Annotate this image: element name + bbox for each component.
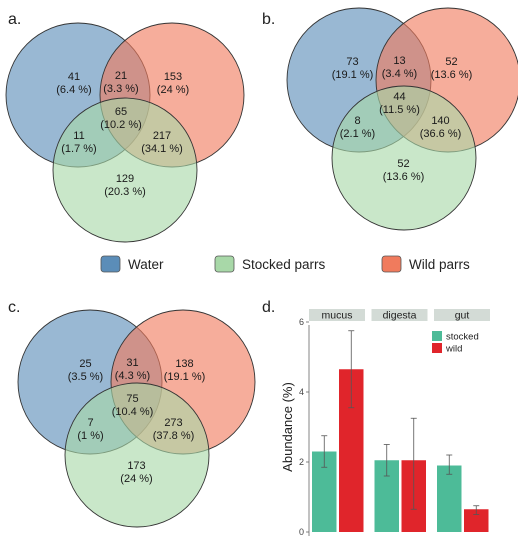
venn-c-percent-wild-only: (19.1 %) <box>164 371 206 383</box>
legend-label-wild: Wild parrs <box>409 257 470 272</box>
venn-b-circle-stocked <box>331 85 477 231</box>
venn-diagram-b: 73(19.1 %)13(3.4 %)52(13.6 %)44(11.5 %)8… <box>286 7 518 231</box>
venn-a-percent-wild-only: (24 %) <box>157 84 189 96</box>
venn-a-percent-stocked-only: (20.3 %) <box>104 186 146 198</box>
venn-c-count-water-wild: 31 <box>126 357 138 369</box>
venn-b-percent-stocked-only: (13.6 %) <box>383 171 425 183</box>
y-tick-label: 6 <box>299 317 304 327</box>
venn-a-percent-stocked-wild: (34.1 %) <box>141 143 183 155</box>
venn-a-count-water-only: 41 <box>68 71 80 83</box>
venn-a-count-water-stocked: 11 <box>73 130 84 142</box>
venn-a-count-all: 65 <box>115 106 127 118</box>
venn-c-count-stocked-wild: 273 <box>164 417 182 429</box>
facet-strip-digesta <box>371 309 428 321</box>
venn-a-count-stocked-wild: 217 <box>153 130 171 142</box>
venn-a-count-wild-only: 153 <box>164 71 182 83</box>
venn-b-percent-water-stocked: (2.1 %) <box>340 128 375 140</box>
facet-label-digesta: digesta <box>383 310 417 322</box>
facet-label-mucus: mucus <box>322 310 353 322</box>
legend-swatch-stocked <box>214 255 235 273</box>
venn-c-count-water-only: 25 <box>79 358 91 370</box>
venn-b-percent-wild-only: (13.6 %) <box>431 69 473 81</box>
bar-legend-label-wild: wild <box>445 344 462 355</box>
venn-c-count-water-stocked: 7 <box>87 417 93 429</box>
facet-strip-mucus <box>309 309 365 321</box>
abundance-bar-chart: 0 2 4 6 Abundance (%) mucus digesta gut stockedw… <box>280 309 490 537</box>
y-tick-label: 0 <box>299 527 304 537</box>
bar-wild-gut <box>464 509 489 532</box>
y-tick-label: 4 <box>299 387 304 397</box>
venn-a-percent-water-wild: (3.3 %) <box>103 83 138 95</box>
facet-strip-gut <box>434 309 490 321</box>
venn-c-count-stocked-only: 173 <box>127 460 145 472</box>
bar-legend-swatch-stocked <box>432 331 442 341</box>
venn-c-percent-stocked-wild: (37.8 %) <box>153 430 195 442</box>
venn-b-count-water-stocked: 8 <box>354 115 360 127</box>
venn-legend: Water Stocked parrs Wild parrs <box>100 255 470 273</box>
panel-label-b: b. <box>262 11 275 28</box>
venn-b-percent-water-only: (19.1 %) <box>332 69 374 81</box>
venn-b-percent-water-wild: (3.4 %) <box>382 68 417 80</box>
venn-a-percent-water-stocked: (1.7 %) <box>61 143 96 155</box>
venn-diagram-c: 25(3.5 %) 31(4.3 %) 138(19.1 %) 75(10.4 %) 7… <box>17 309 256 528</box>
venn-diagram-a: 41(6.4 %)21(3.3 %)153(24 %)65(10.2 %)11(… <box>5 22 245 243</box>
venn-a-count-stocked-only: 129 <box>116 173 134 185</box>
venn-a-percent-water-only: (6.4 %) <box>56 84 91 96</box>
venn-c-count-all: 75 <box>126 393 138 405</box>
panel-label-c: c. <box>8 299 20 316</box>
legend-label-water: Water <box>128 257 164 272</box>
venn-b-count-water-wild: 13 <box>393 55 405 67</box>
venn-c-circle-stocked <box>64 382 210 528</box>
y-axis-label: Abundance (%) <box>280 382 295 472</box>
venn-c-percent-water-stocked: (1 %) <box>77 430 103 442</box>
panel-label-a: a. <box>8 11 21 28</box>
venn-b-count-wild-only: 52 <box>445 56 457 68</box>
venn-a-circle-stocked <box>52 97 198 243</box>
panel-label-d: d. <box>262 299 275 316</box>
venn-b-percent-stocked-wild: (36.6 %) <box>420 128 462 140</box>
venn-c-percent-stocked-only: (24 %) <box>120 473 152 485</box>
venn-b-count-stocked-wild: 140 <box>431 115 449 127</box>
venn-c-percent-water-wild: (4.3 %) <box>115 370 150 382</box>
venn-b-count-water-only: 73 <box>346 56 358 68</box>
facet-label-gut: gut <box>455 310 470 322</box>
venn-a-count-water-wild: 21 <box>115 70 127 82</box>
legend-swatch-wild <box>381 255 402 273</box>
venn-b-count-stocked-only: 52 <box>397 158 409 170</box>
legend-swatch-water <box>100 255 121 273</box>
legend-label-stocked: Stocked parrs <box>242 257 326 272</box>
bar-legend-swatch-wild <box>432 343 442 353</box>
venn-b-count-all: 44 <box>393 91 405 103</box>
venn-c-percent-water-only: (3.5 %) <box>68 371 103 383</box>
venn-c-count-wild-only: 138 <box>175 358 193 370</box>
venn-b-percent-all: (11.5 %) <box>379 104 420 116</box>
venn-c-percent-all: (10.4 %) <box>112 406 154 418</box>
bar-legend-label-stocked: stocked <box>446 332 479 343</box>
bar-stocked-gut <box>437 465 462 532</box>
venn-a-percent-all: (10.2 %) <box>100 119 142 131</box>
y-tick-label: 2 <box>299 457 304 467</box>
